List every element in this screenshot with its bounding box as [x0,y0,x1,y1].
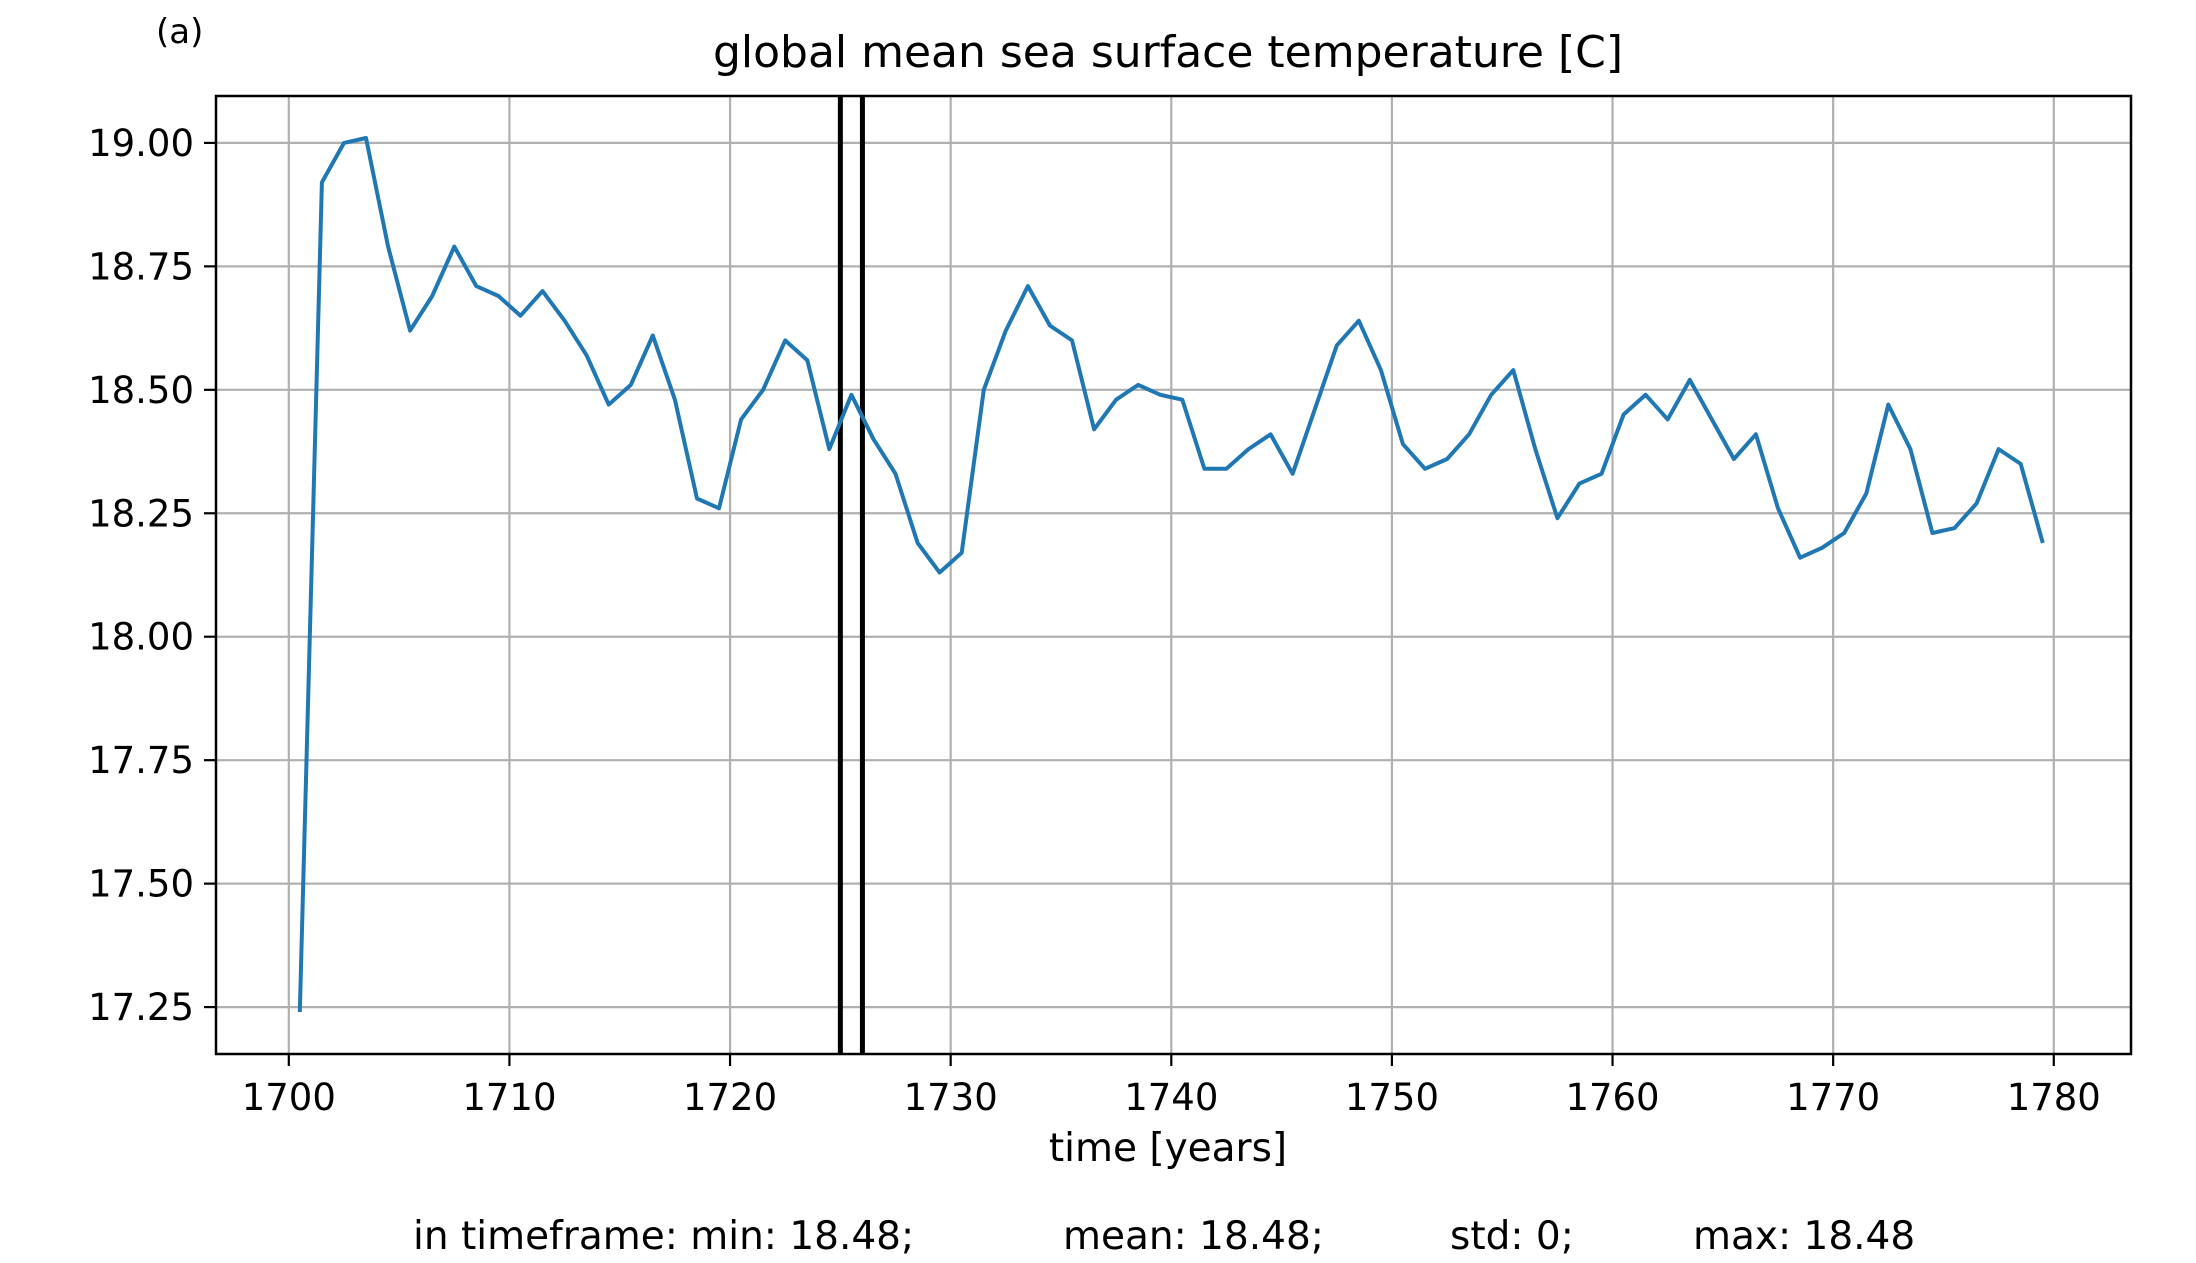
x-axis-label: time [years] [1049,1126,1287,1171]
plot-frame [214,94,2133,1056]
y-tick-label: 18.75 [88,245,194,288]
stat-min: in timeframe: min: 18.48; [413,1214,915,1259]
x-tick-label: 1710 [462,1076,556,1119]
y-tick-label: 18.00 [88,616,194,659]
series-line [297,136,2045,1013]
stat-std: std: 0; [1450,1214,1574,1259]
x-tick-label: 1740 [1124,1076,1218,1119]
panel-label: (a) [156,12,204,52]
y-tick-label: 17.50 [88,863,194,906]
x-tick-label: 1720 [683,1076,777,1119]
grid [216,96,2131,1054]
y-tick-label: 17.25 [88,986,194,1029]
y-tick-label: 18.25 [88,492,194,535]
y-tick-label: 17.75 [88,739,194,782]
x-tick-label: 1750 [1345,1076,1439,1119]
stat-max: max: 18.48 [1693,1214,1916,1259]
stat-mean: mean: 18.48; [1063,1214,1324,1259]
chart-title: global mean sea surface temperature [C] [713,27,1623,78]
y-tick-label: 19.00 [88,122,194,165]
x-tick-label: 1780 [2007,1076,2101,1119]
x-tick-label: 1770 [1786,1076,1880,1119]
time-markers [837,96,865,1054]
x-tick-label: 1730 [904,1076,998,1119]
axis-ticks: 1700 1710 1720 1730 1740 1750 1760 1770 1780 17.2… [88,122,2101,1119]
y-tick-label: 18.50 [88,369,194,412]
x-tick-label: 1700 [242,1076,336,1119]
x-tick-label: 1760 [1565,1076,1659,1119]
